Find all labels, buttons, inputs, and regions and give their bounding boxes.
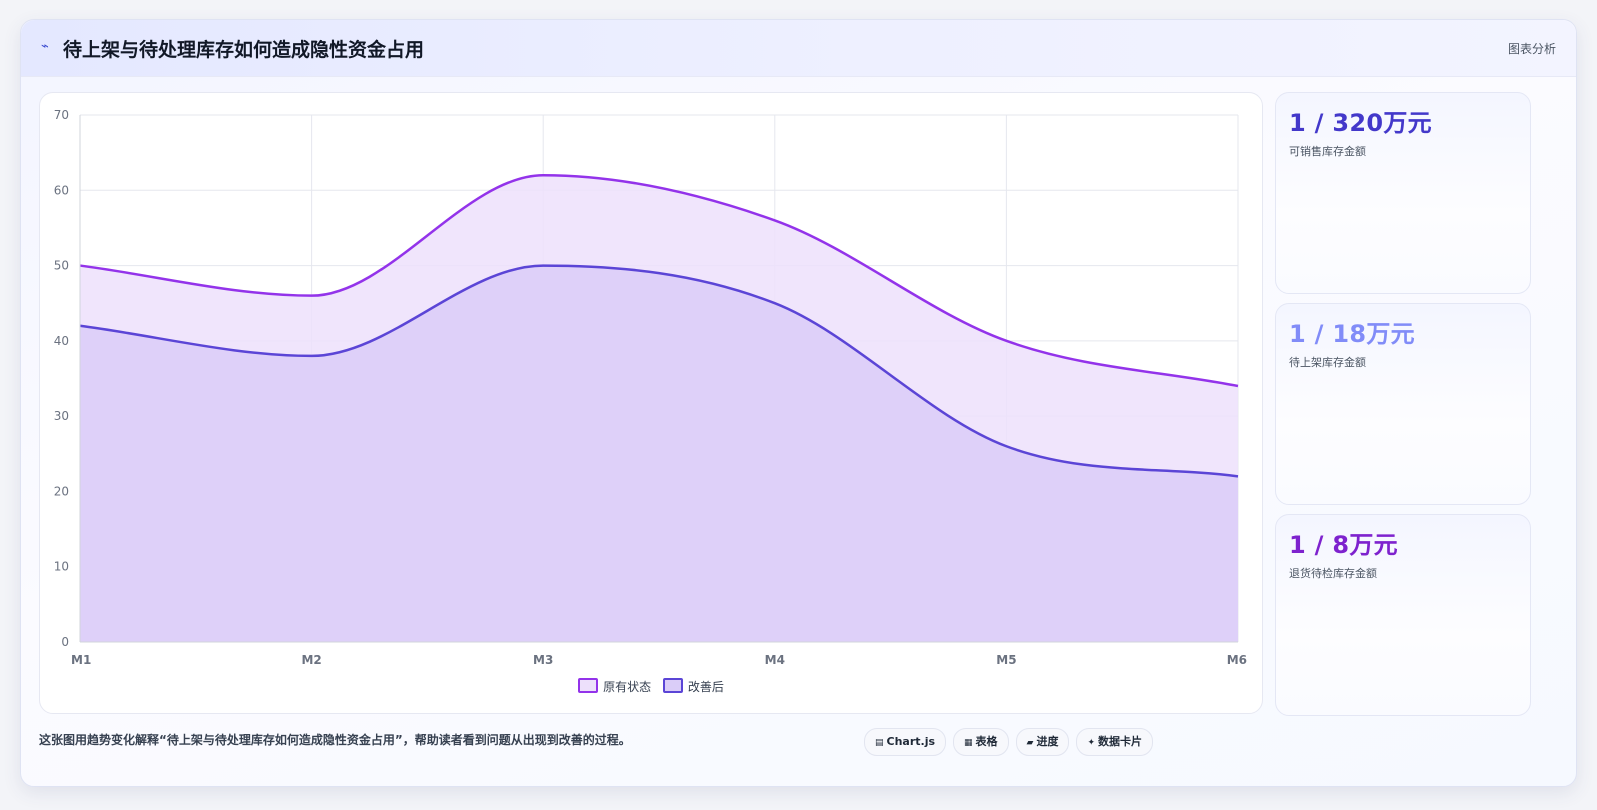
y-tick-label: 70 [54, 108, 69, 122]
y-tick-label: 60 [54, 183, 69, 197]
pill-data-cards[interactable]: ✦ 数据卡片 [1076, 728, 1154, 756]
stat-value: 1 / 320万元 [1289, 109, 1432, 137]
stat-card-sellable: 1 / 320万元 可销售库存金额 [1275, 92, 1531, 294]
pill-label: 表格 [975, 735, 998, 748]
pill-label: Chart.js [886, 735, 936, 748]
y-tick-label: 10 [54, 560, 69, 574]
trend-icon: ⌁ [41, 39, 49, 54]
legend-label-improved: 改善后 [687, 680, 724, 694]
page-title: 待上架与待处理库存如何造成隐性资金占用 [63, 39, 425, 61]
stat-label: 退货待检库存金额 [1289, 567, 1377, 580]
pill-table[interactable]: ▦ 表格 [953, 728, 1009, 756]
chart-caption: 这张图用趋势变化解释“待上架与待处理库存如何造成隐性资金占用”，帮助读者看到问题… [39, 733, 631, 747]
x-tick-label: M6 [1227, 653, 1247, 667]
series-line-improved [79, 264, 1239, 478]
chart-panel: 0 10 20 30 40 50 60 70 M1 M2 M3 M4 M5 M6 原有状态 改善后 [39, 92, 1263, 714]
stat-label: 可销售库存金额 [1289, 145, 1366, 158]
x-tick-label: M3 [533, 653, 553, 667]
x-tick-label: M1 [71, 653, 91, 667]
y-tick-label: 0 [61, 635, 69, 649]
chart-analysis-tag: 图表分析 [1507, 42, 1556, 56]
legend-label-original: 原有状态 [603, 680, 652, 694]
pill-progress[interactable]: ▰ 进度 [1015, 728, 1070, 756]
y-tick-label: 20 [54, 484, 69, 498]
area-chart: 0 10 20 30 40 50 60 70 M1 M2 M3 M4 M5 M6 [54, 108, 1247, 667]
legend-swatch-original [578, 678, 599, 693]
tag-pills: ▤ Chart.js ▦ 表格 ▰ 进度 ✦ 数据卡片 [864, 728, 1160, 756]
legend-item-original[interactable]: 原有状态 [578, 678, 651, 695]
legend-item-improved[interactable]: 改善后 [662, 678, 724, 695]
y-tick-label: 50 [54, 259, 69, 273]
y-tick-label: 30 [54, 409, 69, 423]
pill-label: 进度 [1036, 735, 1059, 748]
series-line-original [79, 173, 1239, 388]
x-tick-label: M5 [996, 653, 1016, 667]
chart-icon: ▤ [875, 738, 884, 748]
pill-label: 数据卡片 [1098, 735, 1143, 748]
x-tick-label: M4 [765, 653, 785, 667]
card-header: ⌁ 待上架与待处理库存如何造成隐性资金占用 图表分析 [21, 20, 1576, 77]
cards-icon: ✦ [1087, 738, 1096, 748]
stat-label: 待上架库存金额 [1289, 356, 1366, 369]
pill-chartjs[interactable]: ▤ Chart.js [864, 728, 947, 756]
chart-legend: 原有状态 改善后 [40, 678, 1262, 695]
table-icon: ▦ [964, 738, 973, 748]
area-improved [80, 265, 1238, 642]
y-tick-label: 40 [54, 334, 69, 348]
stat-card-return-inspection: 1 / 8万元 退货待检库存金额 [1275, 514, 1531, 716]
x-tick-label: M2 [301, 653, 321, 667]
chart-card: ⌁ 待上架与待处理库存如何造成隐性资金占用 图表分析 0 10 20 30 40 50 60… [20, 19, 1577, 787]
stat-value: 1 / 18万元 [1289, 320, 1415, 348]
progress-icon: ▰ [1026, 738, 1034, 748]
stat-value: 1 / 8万元 [1289, 531, 1398, 559]
stat-card-pending-shelf: 1 / 18万元 待上架库存金额 [1275, 303, 1531, 505]
legend-swatch-improved [662, 678, 683, 693]
